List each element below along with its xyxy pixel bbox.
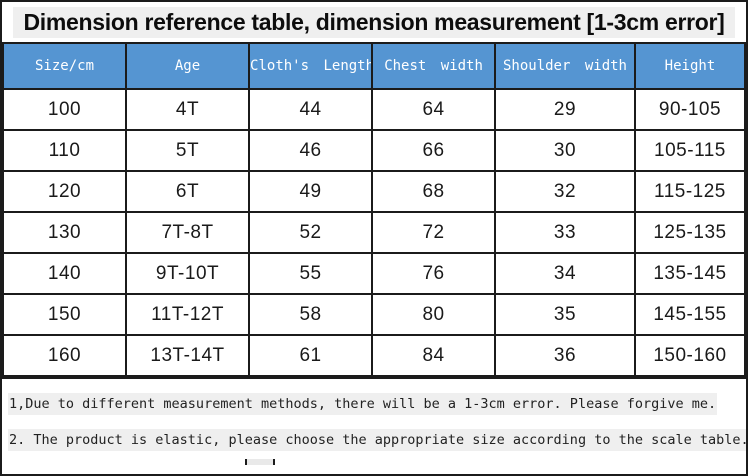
notes-section: 1,Due to different measurement methods, …	[2, 377, 746, 459]
table-cell: 13T-14T	[125, 334, 251, 377]
table-cell: 11T-12T	[125, 293, 251, 336]
cutoff-next-row	[2, 459, 746, 465]
table-cell: 72	[371, 211, 497, 254]
table-cell: 90-105	[633, 88, 746, 131]
header-cell-height: Height	[633, 42, 746, 90]
table-cell: 30	[494, 129, 636, 172]
table-cell: 32	[494, 170, 636, 213]
table-cell: 9T-10T	[125, 252, 251, 295]
table-cell: 160	[2, 334, 128, 377]
table-cell: 36	[494, 334, 636, 377]
header-cell-size-cm: Size/cm	[2, 42, 128, 90]
table-cell: 84	[371, 334, 497, 377]
title-bar: Dimension reference table, dimension mea…	[2, 2, 746, 42]
table-cell: 80	[371, 293, 497, 336]
table-cell: 7T-8T	[125, 211, 251, 254]
table-cell: 120	[2, 170, 128, 213]
table-cell: 150	[2, 293, 128, 336]
table-cell: 150-160	[633, 334, 746, 377]
table-cell: 52	[248, 211, 374, 254]
page-title: Dimension reference table, dimension mea…	[13, 6, 735, 38]
table-cell: 6T	[125, 170, 251, 213]
table-cell: 33	[494, 211, 636, 254]
header-cell-chest-width: Chest width	[371, 42, 497, 90]
table-cell: 100	[2, 88, 128, 131]
table-cell: 110	[2, 129, 128, 172]
table-row: 120 6T 49 68 32 115-125	[2, 170, 746, 213]
table-cell: 46	[248, 129, 374, 172]
table-row: 100 4T 44 64 29 90-105	[2, 88, 746, 131]
header-row: Size/cm Age Cloth's Length Chest width S…	[2, 42, 746, 90]
table-cell: 115-125	[633, 170, 746, 213]
table-cell: 5T	[125, 129, 251, 172]
table-cell: 35	[494, 293, 636, 336]
table-cell: 29	[494, 88, 636, 131]
table-cell: 66	[371, 129, 497, 172]
cutoff-next-cell	[245, 459, 275, 465]
table-cell: 64	[371, 88, 497, 131]
table-cell: 76	[371, 252, 497, 295]
note-line-1: 1,Due to different measurement methods, …	[8, 392, 740, 415]
header-cell-cloths-length: Cloth's Length	[248, 42, 374, 90]
table-row: 140 9T-10T 55 76 34 135-145	[2, 252, 746, 295]
table-cell: 49	[248, 170, 374, 213]
table-row: 150 11T-12T 58 80 35 145-155	[2, 293, 746, 336]
table-cell: 4T	[125, 88, 251, 131]
table-cell: 68	[371, 170, 497, 213]
table-cell: 125-135	[633, 211, 746, 254]
table-cell: 34	[494, 252, 636, 295]
table-cell: 58	[248, 293, 374, 336]
header-cell-shoulder-width: Shoulder width	[494, 42, 636, 90]
table-cell: 140	[2, 252, 128, 295]
table-cell: 145-155	[633, 293, 746, 336]
table-cell: 44	[248, 88, 374, 131]
table-row: 160 13T-14T 61 84 36 150-160	[2, 334, 746, 377]
size-table: Size/cm Age Cloth's Length Chest width S…	[2, 42, 746, 377]
table-cell: 105-115	[633, 129, 746, 172]
table-cell: 135-145	[633, 252, 746, 295]
table-row: 110 5T 46 66 30 105-115	[2, 129, 746, 172]
table-row: 130 7T-8T 52 72 33 125-135	[2, 211, 746, 254]
header-cell-age: Age	[125, 42, 251, 90]
table-cell: 55	[248, 252, 374, 295]
table-cell: 61	[248, 334, 374, 377]
table-cell: 130	[2, 211, 128, 254]
note-line-2: 2. The product is elastic, please choose…	[8, 429, 746, 452]
